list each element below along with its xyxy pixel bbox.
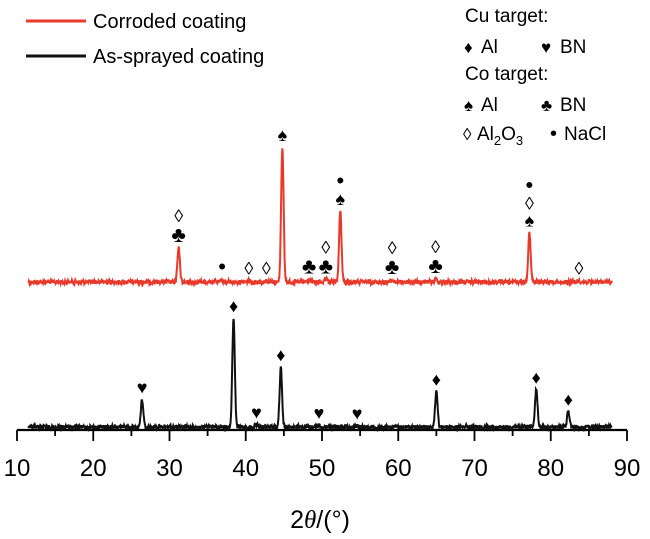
legend-label-as-sprayed: As-sprayed coating xyxy=(93,46,264,68)
legend-label-corroded: Corroded coating xyxy=(93,11,246,33)
x-tick-label: 90 xyxy=(614,455,641,482)
peak-marker: ◊ xyxy=(244,259,253,279)
x-tick-label: 50 xyxy=(309,455,336,482)
x-tick-label: 40 xyxy=(232,455,259,482)
x-tick-group: 10 20 30 40 50 60 70 80 90 xyxy=(4,430,641,482)
key-co-bn-label: BN xyxy=(560,95,586,116)
peak-marker: ♣ xyxy=(171,222,185,247)
peak-marker: ♠ xyxy=(525,211,535,231)
peak-marker: ♦ xyxy=(432,369,441,389)
key-nacl-symbol: • xyxy=(550,123,557,145)
trace-corroded-coating xyxy=(27,148,613,288)
peak-marker: ♣ xyxy=(428,253,442,278)
peak-marker: ♠ xyxy=(336,189,346,209)
key-co-al-label: Al xyxy=(481,95,498,116)
peak-marker: ♥ xyxy=(314,403,325,423)
x-tick-label: 30 xyxy=(156,455,183,482)
x-tick-label: 80 xyxy=(537,455,564,482)
key-co-title: Co target: xyxy=(465,64,548,85)
peak-marker: ♣ xyxy=(385,254,399,279)
trace-as-sprayed-coating xyxy=(27,318,613,433)
peak-marker: ◊ xyxy=(388,238,397,258)
key-cu-al-symbol: ♦ xyxy=(464,38,473,57)
peak-marker: ◊ xyxy=(174,206,183,226)
peak-marker: ♣ xyxy=(302,253,316,278)
trace-group xyxy=(27,148,613,433)
phase-key: Cu target: ♦ Al ♥ BN Co target: ♠ Al ♣ B… xyxy=(463,6,606,148)
key-cu-al-label: Al xyxy=(481,37,498,58)
x-axis-label: 2θ/(°) xyxy=(290,506,350,534)
key-cu-title: Cu target: xyxy=(465,6,548,27)
x-tick-label: 10 xyxy=(4,455,31,482)
peak-marker: ◊ xyxy=(575,259,584,279)
peak-marker: ♥ xyxy=(352,404,363,424)
peak-marker: ◊ xyxy=(431,237,440,257)
key-co-bn-symbol: ♣ xyxy=(541,96,552,115)
x-tick-label: 20 xyxy=(80,455,107,482)
peak-marker: ♣ xyxy=(319,253,333,278)
legend: Corroded coating As-sprayed coating xyxy=(26,11,264,68)
x-tick-label: 60 xyxy=(385,455,412,482)
key-cu-bn-symbol: ♥ xyxy=(541,38,551,57)
peak-marker: ♥ xyxy=(137,378,148,398)
peak-marker: ♦ xyxy=(532,367,541,387)
key-al2o3-symbol: ◊ xyxy=(463,125,472,144)
peak-marker: • xyxy=(336,168,344,193)
peak-marker: • xyxy=(218,254,226,279)
peak-marker: ◊ xyxy=(321,237,330,257)
key-cu-bn-label: BN xyxy=(560,37,586,58)
x-axis: 10 20 30 40 50 60 70 80 90 2θ/(°) xyxy=(4,428,641,534)
marker-group: ♣◊• ◊ ◊♠♣ ♣◊♠•♣◊♣◊♠◊•◊♥♦♥♦♥ ♥♦ ♦♦ xyxy=(137,125,584,424)
peak-marker: • xyxy=(526,173,534,198)
peak-marker: ♠ xyxy=(278,125,288,145)
key-co-al-symbol: ♠ xyxy=(464,96,473,115)
key-nacl-label: NaCl xyxy=(564,124,606,145)
peak-marker: ◊ xyxy=(525,194,534,214)
x-tick-label: 70 xyxy=(461,455,488,482)
key-al2o3-label: Al2O3 xyxy=(477,124,523,148)
peak-marker: ♦ xyxy=(276,345,285,365)
peak-marker: ◊ xyxy=(262,259,271,279)
peak-marker: ♦ xyxy=(229,296,238,316)
peak-marker: ♥ xyxy=(251,402,262,422)
peak-marker: ♦ xyxy=(564,389,573,409)
